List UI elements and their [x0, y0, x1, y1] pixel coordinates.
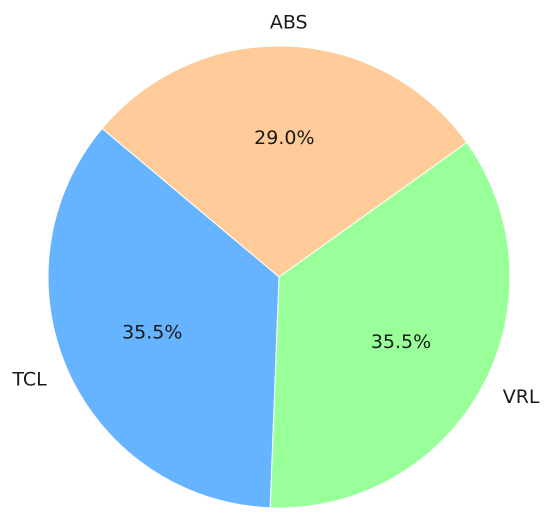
- pie-slice-abs: [101, 45, 468, 278]
- pie-slice-vrl: [269, 141, 511, 509]
- pie-slice-tcl: [47, 127, 280, 509]
- pie-labels: ABS 29.0% VRL 35.5% TCL 35.5%: [11, 12, 540, 408]
- slice-label-tcl: TCL: [11, 368, 47, 390]
- pie-slices: [47, 45, 511, 509]
- slice-percent-abs: 29.0%: [254, 127, 314, 149]
- slice-label-vrl: VRL: [503, 386, 540, 408]
- slice-percent-tcl: 35.5%: [122, 322, 182, 344]
- slice-percent-vrl: 35.5%: [371, 331, 431, 353]
- slice-label-abs: ABS: [270, 12, 308, 34]
